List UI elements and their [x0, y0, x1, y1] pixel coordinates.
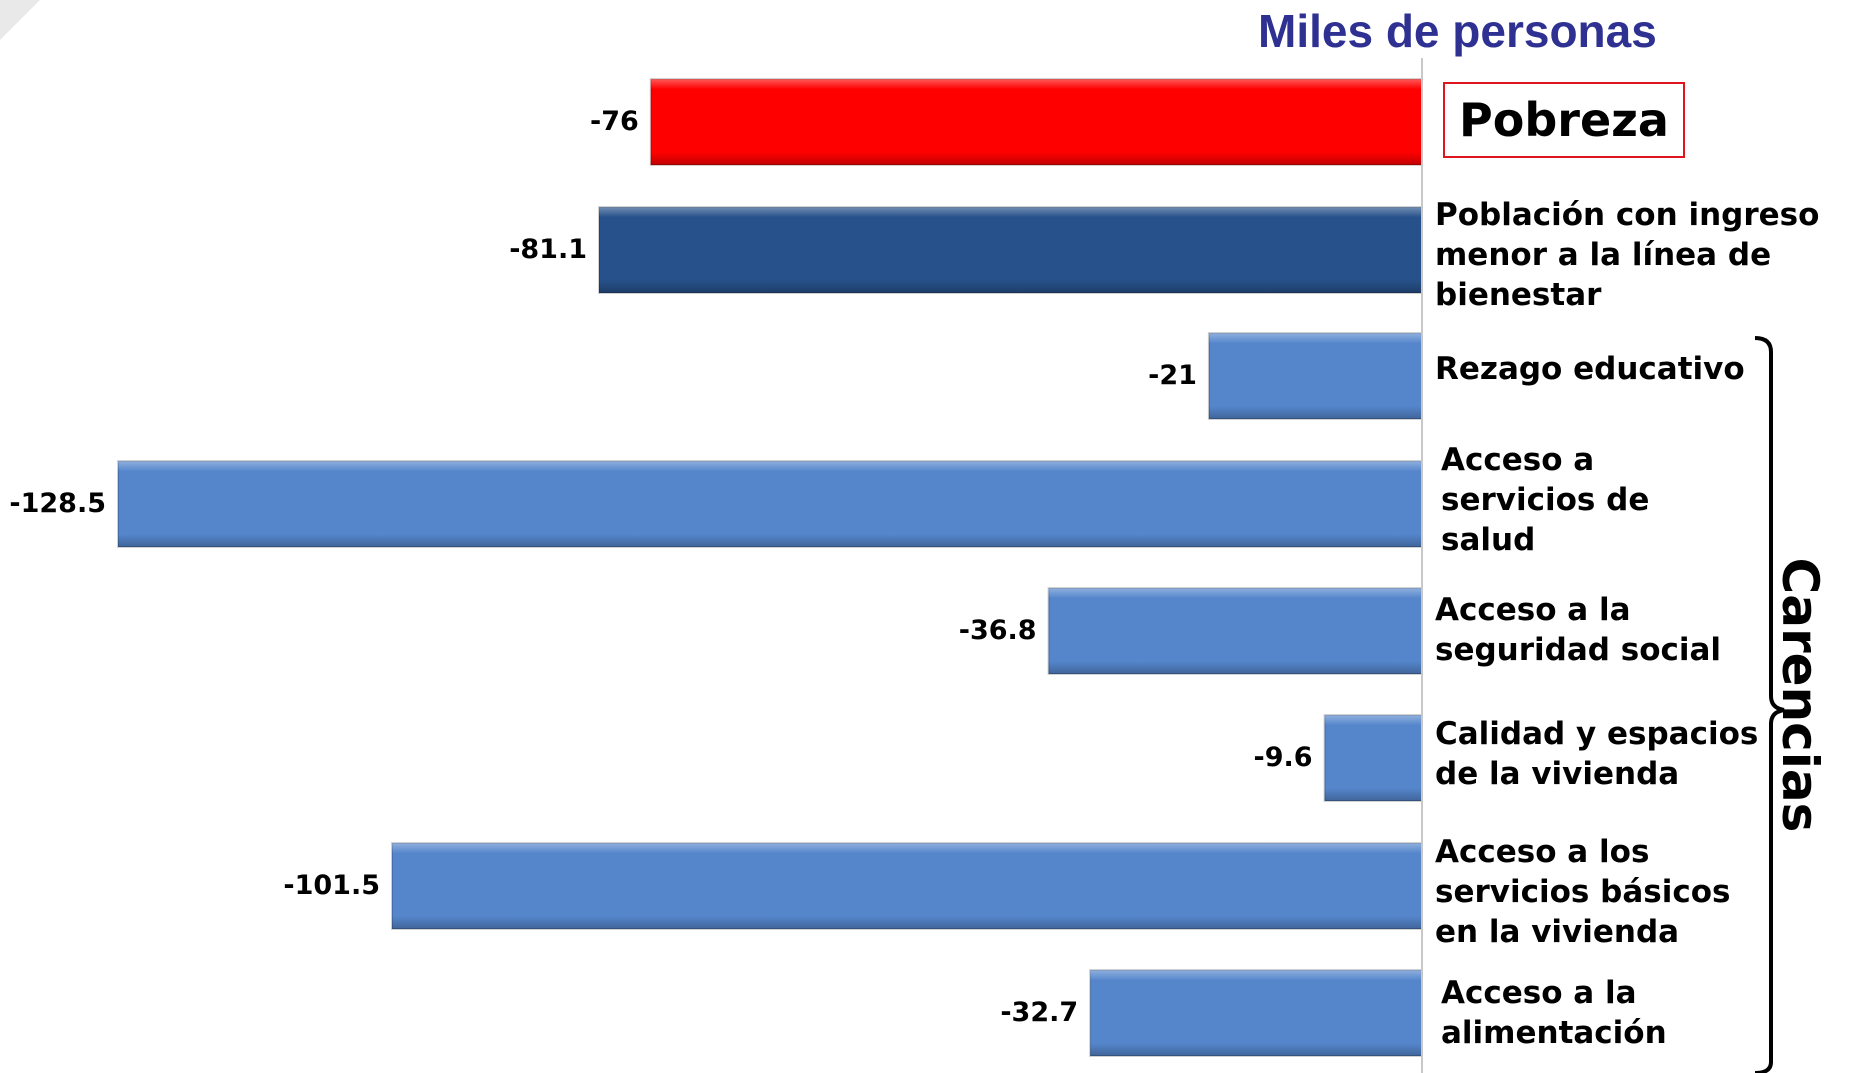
category-label-4: Acceso a la seguridad social [1435, 592, 1722, 668]
value-label-7: -32.7 [1000, 997, 1079, 1028]
value-label-6: -101.5 [283, 870, 380, 901]
category-label-1: Población con ingreso menor a la línea d… [1435, 197, 1820, 313]
bars-layer [117, 78, 1424, 1057]
bar-bevel-2 [1208, 333, 1422, 419]
bar-bevel-5 [1324, 715, 1422, 801]
group-label-carencias: Carencias [1771, 557, 1829, 833]
value-label-4: -36.8 [958, 615, 1037, 646]
bar-bevel-4 [1048, 588, 1422, 674]
bar-bevel-1 [599, 207, 1422, 293]
bar-bevel-7 [1090, 970, 1422, 1056]
category-label-5: Calidad y espacios de la vivienda [1435, 716, 1759, 792]
pobreza-highlight-box: Pobreza [1443, 82, 1685, 158]
category-label-6: Acceso a los servicios básicos en la viv… [1435, 834, 1731, 950]
bar-bevel-0 [650, 79, 1422, 165]
value-label-1: -81.1 [509, 234, 588, 265]
value-label-2: -21 [1148, 360, 1197, 391]
corner-decoration [0, 0, 40, 40]
value-label-5: -9.6 [1253, 742, 1313, 773]
carencias-brace [1754, 336, 1785, 1073]
category-label-3: Acceso a servicios de salud [1441, 442, 1650, 558]
value-label-0: -76 [589, 106, 639, 137]
chart-title: Miles de personas [1258, 5, 1657, 57]
bar-bevel-3 [118, 461, 1422, 547]
category-label-2: Rezago educativo [1435, 351, 1745, 387]
bar-bevel-6 [391, 843, 1423, 929]
value-label-3: -128.5 [9, 488, 106, 519]
category-label-7: Acceso a la alimentación [1441, 975, 1667, 1051]
category-label-pobreza: Pobreza [1459, 93, 1669, 147]
